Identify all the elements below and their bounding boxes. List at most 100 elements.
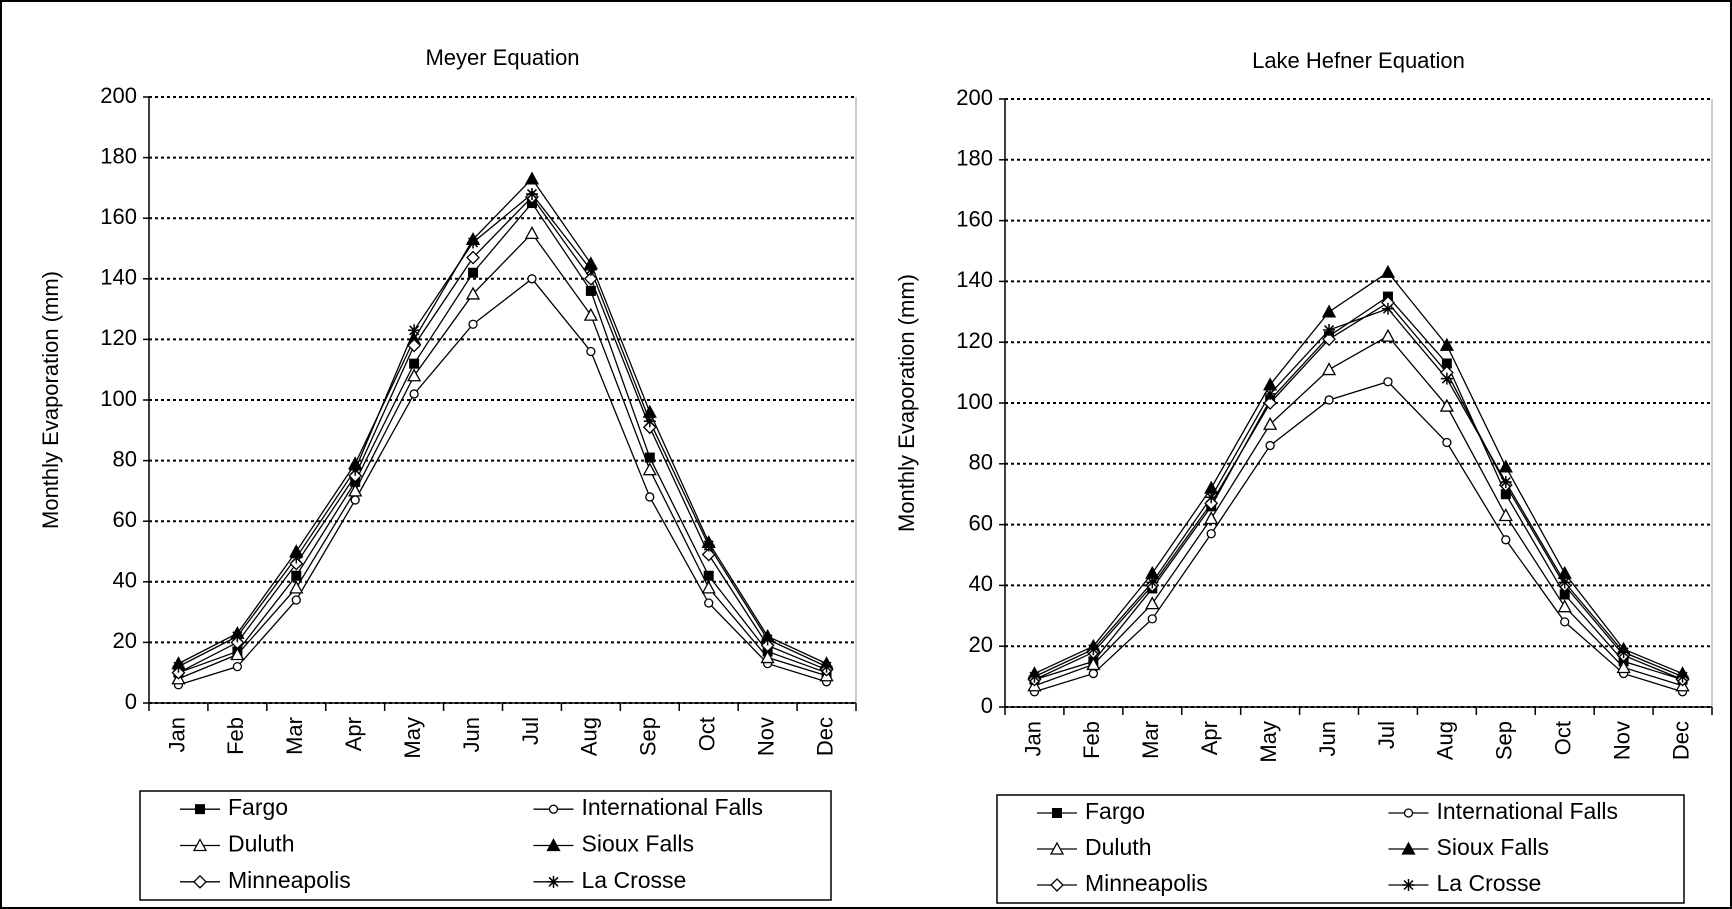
legend-label: Fargo	[228, 794, 288, 820]
legend-marker	[546, 838, 561, 852]
data-point	[1439, 337, 1454, 351]
data-point	[585, 285, 596, 296]
x-tick-label: Mar	[1138, 721, 1163, 759]
series-line	[178, 195, 827, 674]
y-tick-label: 20	[113, 628, 137, 653]
data-point	[645, 492, 655, 502]
data-point	[702, 539, 715, 552]
x-tick-label: Jan	[1020, 721, 1045, 756]
x-tick-label: Feb	[1079, 721, 1104, 759]
series-line	[178, 201, 827, 674]
series-line	[178, 232, 827, 680]
y-tick-label: 60	[969, 510, 993, 535]
data-point	[1557, 599, 1572, 613]
y-tick-label: 200	[956, 85, 993, 110]
data-point	[1086, 657, 1101, 671]
data-point	[1206, 529, 1216, 539]
data-point	[468, 267, 479, 278]
series-line	[178, 177, 827, 665]
data-point	[701, 580, 716, 594]
legend-marker	[1402, 879, 1415, 891]
y-tick-label: 180	[100, 143, 137, 168]
data-point	[1324, 395, 1334, 405]
data-point	[1381, 302, 1394, 315]
series-line	[1034, 380, 1683, 693]
data-point	[409, 358, 420, 369]
data-point	[583, 271, 598, 286]
data-point	[643, 415, 656, 428]
data-point	[1380, 328, 1396, 342]
legend-label: La Crosse	[1437, 870, 1542, 896]
data-point	[350, 495, 360, 505]
data-point	[1322, 332, 1336, 347]
series-line	[178, 193, 827, 668]
y-tick-label: 40	[113, 568, 137, 593]
y-axis-label: Monthly Evaporation (mm)	[894, 274, 919, 532]
data-point	[1323, 324, 1336, 337]
legend-marker	[193, 874, 207, 889]
data-point	[408, 324, 421, 337]
data-point	[524, 171, 540, 185]
data-point	[409, 389, 419, 399]
data-point	[703, 570, 714, 581]
data-point	[1263, 416, 1278, 430]
data-point	[1380, 264, 1396, 278]
x-tick-label: Sep	[1492, 721, 1517, 760]
data-point	[1147, 614, 1157, 624]
legend-label: Fargo	[1085, 798, 1145, 824]
y-tick-label: 0	[981, 693, 993, 718]
legend-label: Duluth	[1085, 834, 1151, 860]
series-line	[1034, 295, 1683, 681]
y-tick-label: 100	[956, 389, 993, 414]
data-point	[642, 462, 657, 476]
legend-label: International Falls	[582, 794, 764, 820]
series-line	[1034, 271, 1683, 675]
legend-marker	[1401, 841, 1416, 855]
data-point	[231, 630, 244, 643]
y-tick-label: 120	[956, 328, 993, 353]
data-point	[289, 580, 304, 594]
data-point	[1560, 617, 1570, 627]
data-point	[1087, 643, 1100, 656]
legend-marker	[192, 838, 208, 852]
data-point	[527, 274, 537, 284]
y-tick-label: 140	[100, 265, 137, 290]
series-line	[1034, 335, 1683, 687]
legend-label: Minneapolis	[1085, 870, 1208, 896]
data-point	[466, 250, 480, 265]
data-point	[704, 598, 714, 608]
y-tick-label: 100	[100, 386, 137, 411]
x-tick-label: Sep	[636, 717, 661, 756]
y-tick-label: 160	[100, 204, 137, 229]
data-point	[407, 368, 422, 382]
data-point	[1145, 596, 1160, 610]
series-line	[178, 277, 827, 686]
legend-box	[139, 790, 832, 901]
x-tick-label: Aug	[1433, 721, 1458, 760]
data-point	[468, 319, 478, 329]
data-point	[1321, 304, 1337, 318]
legend-marker	[1050, 878, 1064, 892]
data-point	[349, 463, 362, 476]
legend-marker	[548, 804, 559, 814]
data-point	[1558, 576, 1571, 589]
x-tick-label: Dec	[1668, 721, 1693, 760]
data-point	[583, 307, 598, 321]
data-point	[1204, 511, 1219, 525]
data-point	[291, 595, 301, 605]
x-tick-label: Jun	[459, 717, 484, 752]
data-point	[1440, 372, 1453, 385]
x-tick-label: Aug	[577, 717, 602, 756]
data-point	[1501, 535, 1511, 545]
y-tick-label: 120	[100, 325, 137, 350]
data-point	[524, 225, 540, 239]
legend-label: Sioux Falls	[1437, 834, 1549, 860]
data-point	[701, 547, 716, 562]
legend-label: Sioux Falls	[582, 831, 694, 857]
data-point	[172, 660, 185, 673]
legend-label: La Crosse	[582, 867, 687, 893]
y-tick-label: 20	[969, 632, 993, 657]
x-tick-label: Mar	[282, 717, 307, 755]
